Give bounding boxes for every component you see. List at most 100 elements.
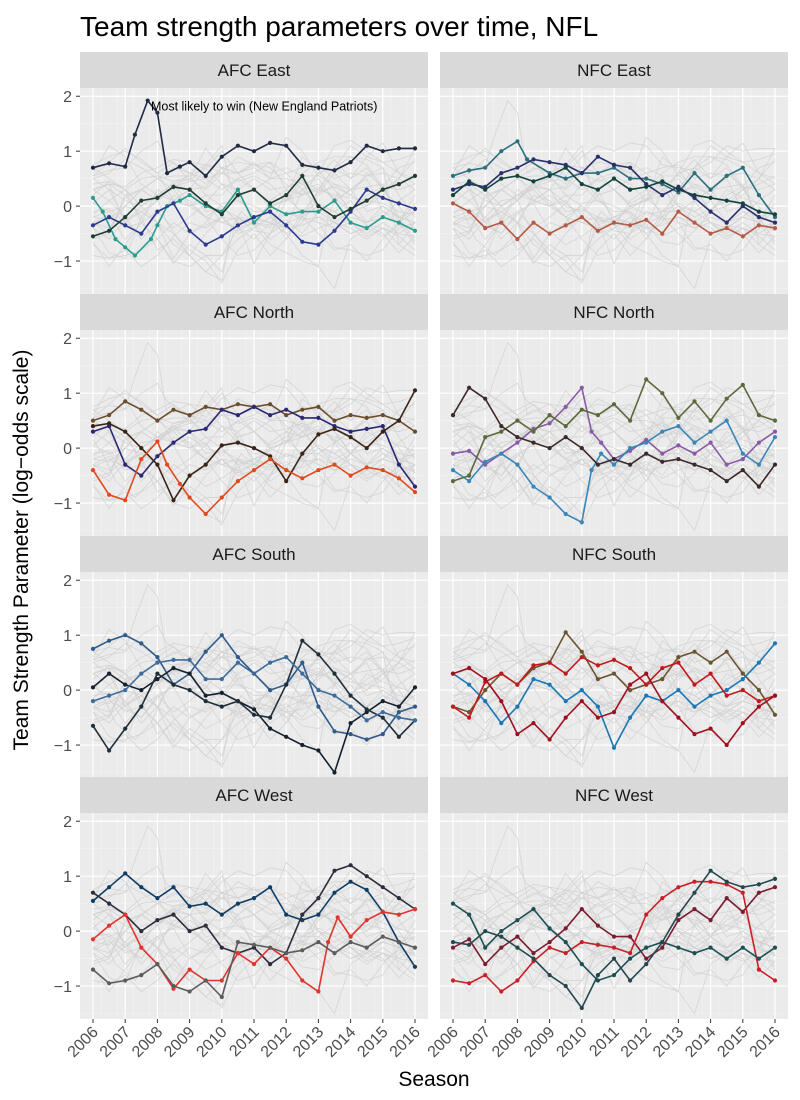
data-point — [187, 413, 192, 418]
data-point — [772, 220, 778, 225]
data-point — [251, 215, 257, 220]
background-team-line — [452, 409, 776, 457]
y-tick-label: 0 — [63, 924, 72, 941]
background-team-line — [452, 145, 776, 284]
data-point — [380, 424, 385, 429]
data-point — [589, 468, 594, 473]
data-point — [676, 457, 681, 462]
data-point — [483, 688, 488, 693]
data-point — [644, 184, 649, 189]
data-point — [708, 209, 713, 214]
data-point — [692, 732, 697, 737]
data-point — [676, 415, 681, 420]
data-point — [772, 429, 778, 434]
data-point — [171, 983, 176, 989]
y-tick-label: 2 — [63, 331, 72, 348]
series-team-4 — [450, 666, 778, 748]
data-point — [90, 699, 96, 704]
data-point — [708, 918, 713, 923]
data-point — [123, 215, 128, 220]
data-point — [412, 206, 418, 211]
data-point — [611, 457, 617, 462]
data-point — [450, 901, 456, 906]
data-point — [107, 413, 112, 418]
data-point — [515, 978, 520, 983]
data-point — [611, 956, 617, 961]
data-point — [412, 490, 418, 495]
x-tick-label: 2009 — [521, 1024, 558, 1061]
data-point — [595, 973, 601, 978]
data-point — [139, 231, 144, 236]
background-team-line — [92, 398, 416, 510]
x-tick-label: 2013 — [650, 1024, 687, 1061]
data-point — [268, 885, 273, 890]
data-point — [547, 737, 552, 742]
data-point — [380, 468, 385, 473]
data-point — [332, 168, 337, 173]
data-point — [107, 901, 112, 906]
data-point — [113, 237, 118, 242]
background-team-line — [452, 629, 776, 768]
data-point — [171, 498, 176, 503]
data-point — [187, 657, 192, 663]
background-team-line — [452, 583, 775, 661]
data-point — [107, 671, 112, 676]
data-point — [268, 201, 273, 206]
x-tick-label: 2016 — [747, 1024, 784, 1061]
x-tick-label: 2010 — [553, 1024, 590, 1061]
data-point — [235, 193, 240, 198]
background-team-line — [92, 824, 415, 902]
y-tick-label: 1 — [63, 869, 72, 886]
data-point — [251, 187, 257, 192]
data-point — [396, 476, 401, 481]
data-point — [90, 898, 96, 904]
data-point — [219, 945, 224, 950]
series-team-4 — [90, 173, 418, 239]
data-point — [332, 228, 337, 233]
data-point — [692, 193, 697, 198]
data-point — [467, 209, 472, 214]
data-point — [563, 165, 568, 170]
x-tick-label: 2014 — [682, 1024, 719, 1061]
data-point — [139, 973, 144, 978]
background-team-line — [92, 884, 416, 990]
data-point — [268, 402, 273, 407]
data-point — [171, 201, 176, 206]
data-point — [547, 926, 552, 931]
data-point — [740, 201, 745, 206]
background-team-line — [92, 870, 416, 971]
data-point — [251, 404, 257, 409]
data-point — [740, 885, 745, 890]
data-point — [107, 638, 112, 643]
data-point — [332, 671, 337, 676]
data-point — [724, 220, 729, 225]
background-team-line — [452, 640, 776, 752]
annotation-label: Most likely to win (New England Patriots… — [151, 99, 377, 113]
data-point — [499, 149, 504, 154]
data-point — [515, 682, 520, 687]
data-point — [148, 237, 154, 242]
data-point — [579, 385, 584, 390]
background-team-line — [452, 645, 776, 724]
data-point — [348, 693, 353, 698]
data-point — [467, 710, 472, 715]
facet-strip — [80, 52, 428, 88]
data-point — [644, 440, 649, 445]
data-point — [187, 671, 192, 676]
background-team-line — [92, 583, 415, 661]
data-point — [316, 989, 321, 994]
background-team-line — [452, 403, 776, 482]
y-tick-label: 1 — [63, 386, 72, 403]
data-point — [740, 945, 745, 950]
facet-afc-west: AFC West −1 0 1 2 — [54, 777, 428, 1019]
data-point — [187, 160, 192, 165]
data-point — [380, 215, 385, 220]
facet-strip-label: AFC West — [215, 786, 292, 805]
background-team-line — [92, 387, 416, 488]
data-point — [563, 511, 568, 517]
data-point — [348, 435, 353, 440]
data-point — [268, 660, 273, 665]
data-point — [300, 173, 305, 178]
background-team-line — [92, 167, 416, 215]
series-team-2 — [450, 879, 778, 994]
